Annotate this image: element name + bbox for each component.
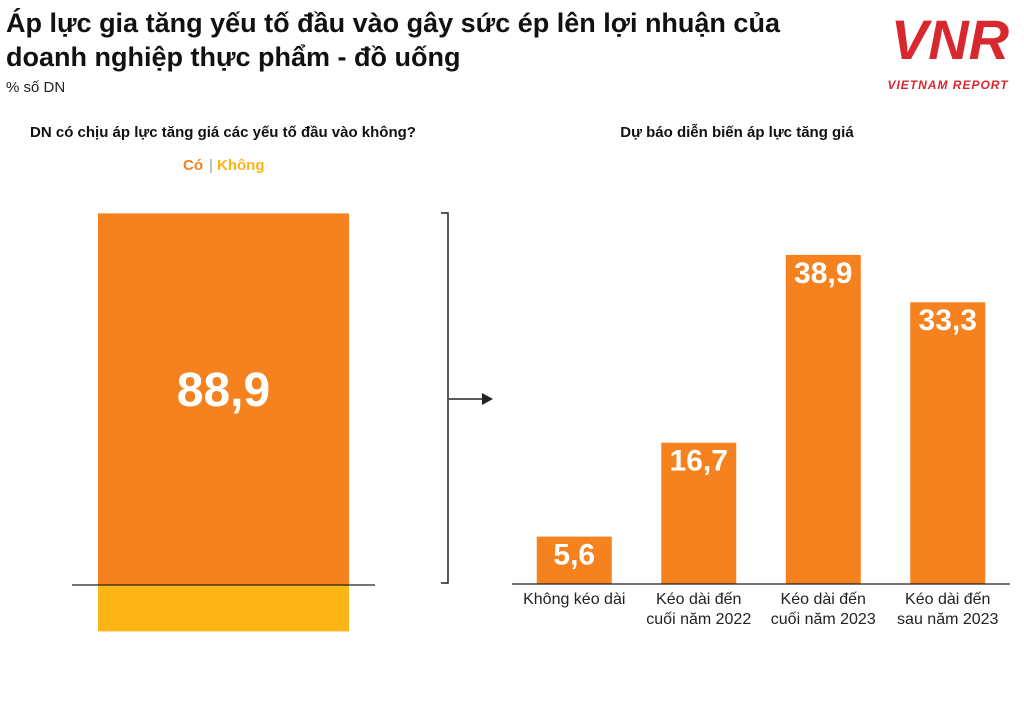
bar: [910, 302, 986, 584]
x-tick-label: Kéo dài đến sau năm 2023: [897, 591, 999, 628]
value-label: 88,9: [177, 364, 270, 417]
value-label: 16,7: [670, 445, 728, 478]
value-label: 33,3: [919, 304, 977, 337]
chart-title: DN có chịu áp lực tăng giá các yếu tố đầ…: [30, 124, 416, 141]
bar: [98, 585, 349, 632]
logo-text: VIETNAM REPORT: [887, 78, 1009, 92]
bar: [98, 213, 349, 585]
legend-separator: |: [209, 157, 213, 174]
bar: [785, 254, 861, 584]
value-label: 38,9: [794, 257, 852, 290]
legend-label: Có: [183, 157, 203, 174]
bar: [661, 442, 737, 584]
bracket: [441, 212, 449, 584]
page-title: Áp lực gia tăng yếu tố đầu vào gây sức é…: [6, 8, 780, 72]
bar: [536, 536, 612, 584]
x-tick-label: Không kéo dài: [523, 591, 626, 608]
x-tick-label: Kéo dài đến cuối năm 2023: [770, 591, 876, 628]
x-tick-label: Kéo dài đến cuối năm 2022: [646, 591, 752, 628]
value-label: 5,6: [553, 539, 595, 572]
logo-mark: VNR: [891, 8, 1010, 71]
chart-title: Dự báo diễn biến áp lực tăng giá: [620, 124, 854, 141]
page-subtitle: % số DN: [6, 79, 66, 96]
legend-label: Không: [217, 157, 264, 174]
arrow-head: [482, 393, 493, 405]
